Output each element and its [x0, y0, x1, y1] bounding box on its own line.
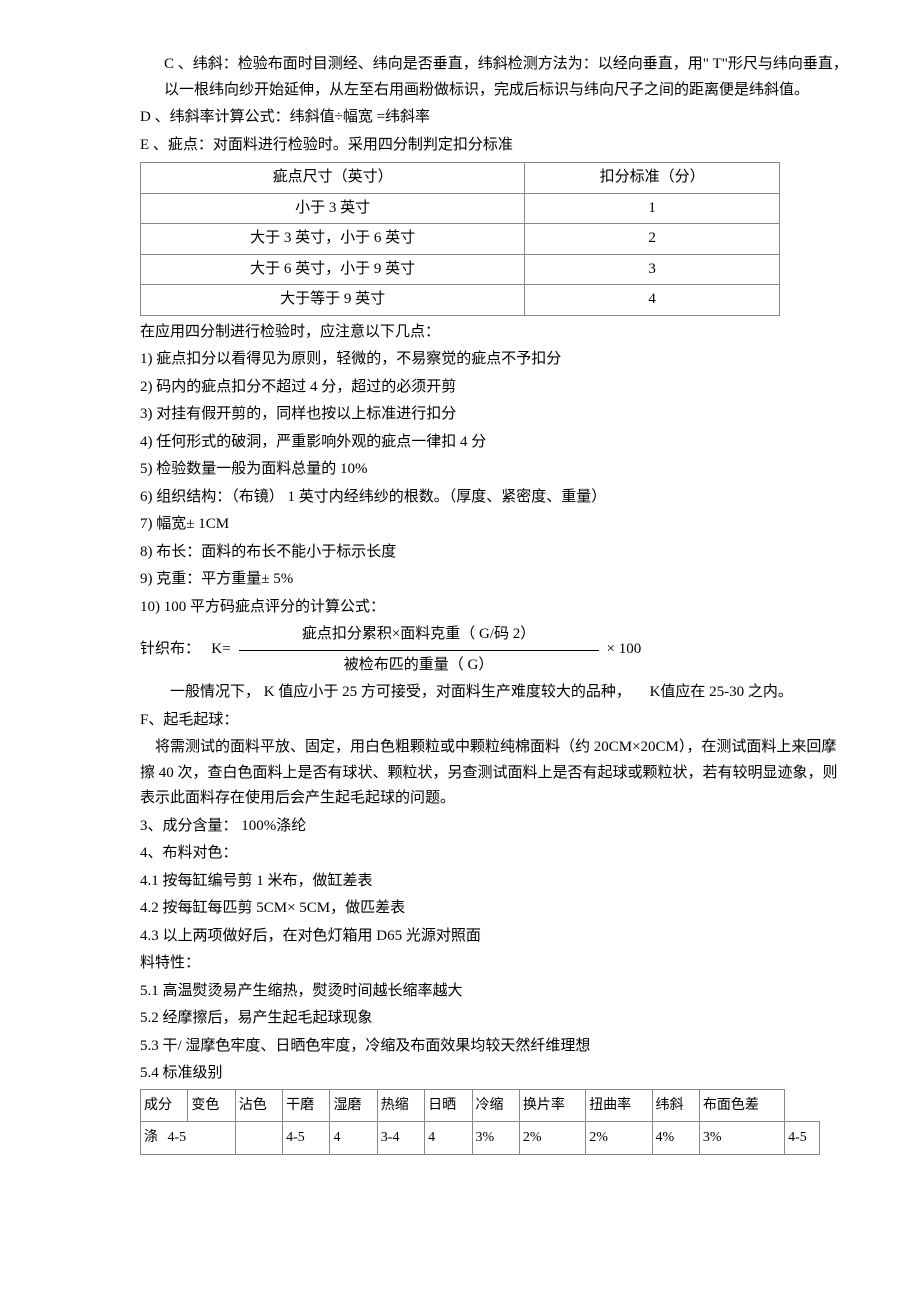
grade-header: 热缩 — [377, 1089, 424, 1122]
item-c: C 、纬斜：检验布面时目测经、纬向是否垂直，纬斜检测方法为：以经向垂直，用" T… — [140, 52, 850, 103]
grade-header: 干磨 — [283, 1089, 330, 1122]
cell: 4 — [525, 285, 780, 316]
formula-label: 针织布： K= — [140, 637, 231, 663]
note-8: 8) 布长：面料的布长不能小于标示长度 — [140, 540, 850, 566]
cell: 小于 3 英寸 — [141, 193, 525, 224]
cell: 4 — [330, 1122, 377, 1155]
note-6: 6) 组织结构：（布镜） 1 英寸内经纬纱的根数。（厚度、紧密度、重量） — [140, 485, 850, 511]
cell: 4 — [425, 1122, 472, 1155]
grade-header: 纬斜 — [652, 1089, 699, 1122]
formula: 针织布： K= 疵点扣分累积×面料克重（ G/码 2） 被检布匹的重量（ G） … — [140, 622, 850, 678]
section-5-title: 料特性： — [140, 951, 850, 977]
table-row: 涤 4-5 4-5 4 3-4 4 3% 2% 2% 4% 3% 4-5 — [141, 1122, 820, 1155]
cell: 4% — [652, 1122, 699, 1155]
grade-header: 变色 — [188, 1089, 235, 1122]
grade-table: 成分 变色 沾色 干磨 湿磨 热缩 日晒 冷缩 换片率 扭曲率 纬斜 布面色差 … — [140, 1089, 820, 1156]
table-row: 小于 3 英寸 1 — [141, 193, 780, 224]
item-e: E 、疵点：对面料进行检验时。采用四分制判定扣分标准 — [140, 133, 850, 159]
cell: 2% — [586, 1122, 652, 1155]
section-4-1: 4.1 按每缸编号剪 1 米布，做缸差表 — [140, 869, 850, 895]
note-4: 4) 任何形式的破洞，严重影响外观的疵点一律扣 4 分 — [140, 430, 850, 456]
cell: 大于 6 英寸，小于 9 英寸 — [141, 254, 525, 285]
cell: 4-5 — [283, 1122, 330, 1155]
section-5-2: 5.2 经摩擦后，易产生起毛起球现象 — [140, 1006, 850, 1032]
cell: 涤 4-5 — [141, 1122, 236, 1155]
cell: 大于 3 英寸，小于 6 英寸 — [141, 224, 525, 255]
cell: 1 — [525, 193, 780, 224]
table-row: 大于 6 英寸，小于 9 英寸 3 — [141, 254, 780, 285]
section-3: 3、成分含量： 100%涤纶 — [140, 814, 850, 840]
f-title: F、起毛起球： — [140, 708, 850, 734]
section-4-2: 4.2 按每缸每匹剪 5CM× 5CM，做匹差表 — [140, 896, 850, 922]
cell: 大于等于 9 英寸 — [141, 285, 525, 316]
cell: 2 — [525, 224, 780, 255]
defect-header-size: 疵点尺寸（英寸） — [141, 163, 525, 194]
defect-header-score: 扣分标准（分） — [525, 163, 780, 194]
cell: 2% — [519, 1122, 585, 1155]
note-1: 1) 疵点扣分以看得见为原则，轻微的，不易察觉的疵点不予扣分 — [140, 347, 850, 373]
note-9: 9) 克重：平方重量± 5% — [140, 567, 850, 593]
grade-header: 沾色 — [235, 1089, 282, 1122]
note-3: 3) 对挂有假开剪的，同样也按以上标准进行扣分 — [140, 402, 850, 428]
grade-header: 成分 — [141, 1089, 188, 1122]
grade-header: 湿磨 — [330, 1089, 377, 1122]
grade-header: 扭曲率 — [586, 1089, 652, 1122]
formula-tail: × 100 — [607, 637, 642, 663]
section-5-3: 5.3 干/ 湿摩色牢度、日晒色牢度，冷缩及布面效果均较天然纤维理想 — [140, 1034, 850, 1060]
cell: 3% — [472, 1122, 519, 1155]
section-4: 4、布料对色： — [140, 841, 850, 867]
defect-table: 疵点尺寸（英寸） 扣分标准（分） 小于 3 英寸 1 大于 3 英寸，小于 6 … — [140, 162, 780, 316]
note-10: 10) 100 平方码疵点评分的计算公式： — [140, 595, 850, 621]
grade-header: 换片率 — [519, 1089, 585, 1122]
section-5-4: 5.4 标准级别 — [140, 1061, 850, 1087]
cell — [235, 1122, 282, 1155]
cell-text: 涤 — [144, 1130, 158, 1145]
grade-header: 日晒 — [425, 1089, 472, 1122]
cell: 4-5 — [785, 1122, 820, 1155]
note-2: 2) 码内的疵点扣分不超过 4 分，超过的必须开剪 — [140, 375, 850, 401]
cell: 3 — [525, 254, 780, 285]
notes-intro: 在应用四分制进行检验时，应注意以下几点： — [140, 320, 850, 346]
f-body: 将需测试的面料平放、固定，用白色粗颗粒或中颗粒纯棉面料（约 20CM×20CM）… — [140, 735, 850, 812]
table-row: 大于等于 9 英寸 4 — [141, 285, 780, 316]
grade-header: 冷缩 — [472, 1089, 519, 1122]
section-4-3: 4.3 以上两项做好后，在对色灯箱用 D65 光源对照面 — [140, 924, 850, 950]
cell-text: 4-5 — [168, 1130, 187, 1145]
section-5-1: 5.1 高温熨烫易产生缩热，熨烫时间越长缩率越大 — [140, 979, 850, 1005]
formula-denominator: 被检布匹的重量（ G） — [338, 651, 500, 679]
formula-numerator: 疵点扣分累积×面料克重（ G/码 2） — [296, 622, 541, 650]
item-d: D 、纬斜率计算公式：纬斜值÷幅宽 =纬斜率 — [140, 105, 850, 131]
k-note: 一般情况下， K 值应小于 25 方可接受，对面料生产难度较大的品种， K值应在… — [140, 680, 850, 706]
table-row: 大于 3 英寸，小于 6 英寸 2 — [141, 224, 780, 255]
note-7: 7) 幅宽± 1CM — [140, 512, 850, 538]
cell: 3-4 — [377, 1122, 424, 1155]
grade-header: 布面色差 — [699, 1089, 784, 1122]
cell: 3% — [699, 1122, 784, 1155]
formula-fraction: 疵点扣分累积×面料克重（ G/码 2） 被检布匹的重量（ G） — [239, 622, 599, 678]
note-5: 5) 检验数量一般为面料总量的 10% — [140, 457, 850, 483]
